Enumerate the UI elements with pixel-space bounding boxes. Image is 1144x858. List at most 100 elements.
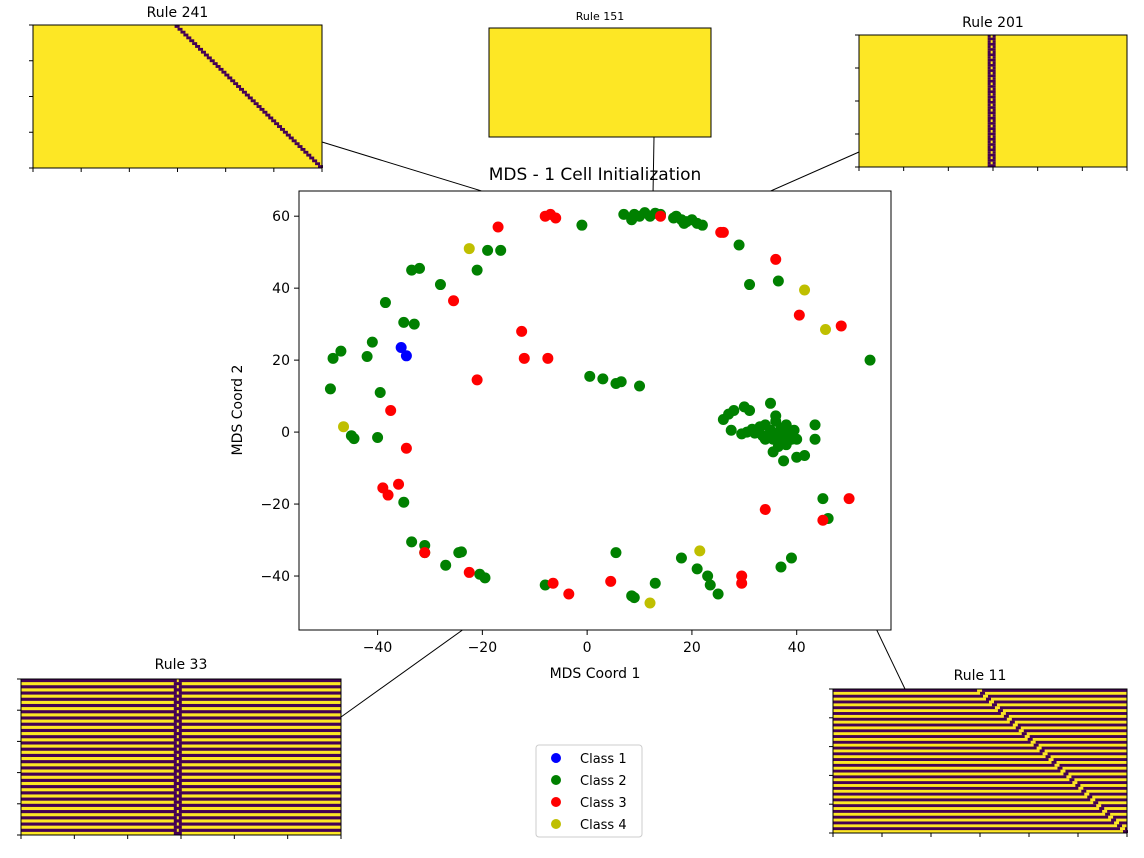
data-point <box>675 552 687 564</box>
ca-cell <box>176 760 179 764</box>
ca-cell <box>274 122 280 126</box>
legend-marker <box>551 753 561 763</box>
ca-cell <box>1069 778 1075 782</box>
inset-11: Rule 11 <box>829 668 1128 837</box>
ca-cell <box>1081 789 1087 793</box>
ca-cell <box>987 58 996 62</box>
data-point <box>780 419 792 431</box>
legend-marker <box>551 797 561 807</box>
ca-cell <box>183 33 189 37</box>
ca-cell <box>990 71 993 75</box>
ca-cell <box>990 151 993 154</box>
ca-cell <box>990 135 993 138</box>
ca-cell <box>1045 755 1051 759</box>
ca-row <box>833 723 1127 727</box>
ca-cell <box>173 813 182 817</box>
data-point <box>455 546 467 558</box>
data-point <box>678 217 690 229</box>
x-tick-label: −20 <box>468 640 498 656</box>
ca-cell <box>244 93 250 97</box>
ca-cell <box>173 757 182 761</box>
data-point <box>563 588 575 600</box>
ca-cell <box>173 682 182 686</box>
axis-ticks: −40 −20 0 20 40 −40 −20 0 20 40 60 <box>260 209 805 656</box>
ca-cell <box>1012 723 1018 727</box>
ca-row <box>833 798 1127 802</box>
ca-cell <box>997 709 1003 713</box>
ca-cell <box>990 66 993 70</box>
data-point <box>728 405 740 416</box>
ca-cell <box>990 103 993 107</box>
ca-row <box>833 729 1127 733</box>
legend-label: Class 2 <box>580 774 627 789</box>
ca-cell <box>1066 775 1072 779</box>
data-point <box>382 489 394 501</box>
data-point <box>864 354 876 366</box>
inset-background <box>489 28 711 137</box>
data-point <box>765 397 777 409</box>
ca-cell <box>176 797 179 801</box>
data-point <box>366 336 378 348</box>
ca-cell <box>987 74 996 78</box>
ca-cell <box>1087 795 1093 799</box>
data-point <box>348 433 360 445</box>
ca-cell <box>987 69 996 72</box>
ca-cell <box>195 45 201 48</box>
y-tick-label: 0 <box>281 425 290 441</box>
ca-cell <box>1003 714 1009 718</box>
ca-cell <box>186 36 192 40</box>
inset-title: Rule 33 <box>155 657 208 673</box>
ca-cell <box>315 162 321 166</box>
ca-row <box>833 775 1127 779</box>
ca-row <box>833 815 1127 819</box>
data-point <box>518 352 530 364</box>
ca-cell <box>990 87 993 91</box>
ca-cell <box>977 689 983 692</box>
ca-row <box>833 712 1127 715</box>
data-point <box>626 214 638 226</box>
y-tick-label: 40 <box>272 281 290 297</box>
inset-201: Rule 201 <box>855 15 1128 171</box>
data-point <box>471 374 483 386</box>
data-point <box>327 352 339 364</box>
data-point <box>398 496 410 508</box>
ca-cell <box>173 794 182 798</box>
inset-title: Rule 11 <box>954 668 1007 684</box>
ca-cell <box>1006 717 1012 721</box>
inset-background <box>33 25 322 168</box>
ca-cell <box>176 828 179 832</box>
ca-cell <box>990 119 993 123</box>
ca-cell <box>990 108 993 112</box>
data-point <box>495 244 507 256</box>
chart-title: MDS - 1 Cell Initialization <box>489 165 702 185</box>
ca-cell <box>1093 801 1099 805</box>
y-tick-label: 60 <box>272 209 290 225</box>
data-point <box>610 547 622 559</box>
ca-cell <box>990 56 993 59</box>
data-point <box>843 493 855 505</box>
ca-cell <box>209 59 215 63</box>
inset-title: Rule 151 <box>576 10 624 23</box>
ca-cell <box>173 806 182 811</box>
ca-cell <box>1039 749 1045 753</box>
ca-cell <box>990 98 993 101</box>
ca-cell <box>173 725 182 729</box>
ca-cell <box>990 35 993 38</box>
ca-cell <box>189 39 195 43</box>
ca-cell <box>1099 807 1105 810</box>
ca-row <box>833 769 1127 773</box>
ca-cell <box>1090 798 1096 802</box>
data-point <box>550 212 562 224</box>
data-point <box>618 208 630 220</box>
ca-cell <box>192 42 198 46</box>
data-point <box>644 597 656 609</box>
ca-row <box>833 740 1127 744</box>
ca-cell <box>176 803 179 807</box>
ca-cell <box>173 738 182 742</box>
ca-cell <box>990 82 993 86</box>
data-point <box>448 295 460 307</box>
ca-cell <box>990 114 993 117</box>
ca-cell <box>177 27 183 31</box>
scatter-points <box>324 207 876 609</box>
ca-cell <box>1108 815 1114 819</box>
